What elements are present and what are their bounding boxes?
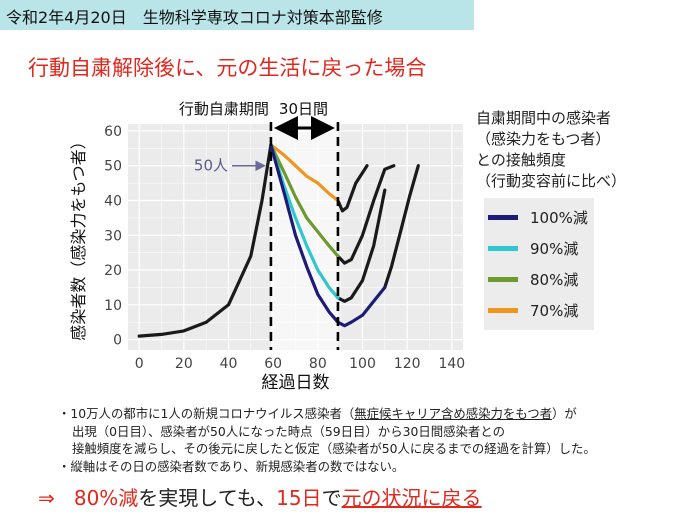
legend-label-100: 100%減 [530,209,588,227]
infection-chart: 0 20 40 60 80 100 120 140 0 10 20 30 40 50 60 経過日数 感染者… [69,100,465,393]
rebound-line [336,188,387,303]
legend-item-80: 80%減 [484,264,594,295]
x-tick-label: 60 [264,356,282,372]
legend-items: 100%減 90%減 80%減 70%減 [484,198,594,330]
conclusion-highlight-days: 15日 [276,486,322,510]
x-tick-label: 0 [135,356,144,372]
rebound-line [336,164,369,213]
y-tick-label: 50 [104,159,122,175]
notes: ・10万人の都市に1人の新規コロナウイルス感染者（無症候キャリア含め感染力をもつ… [58,405,688,475]
legend-item-100: 100%減 [484,202,594,233]
headline: 行動自粛解除後に、元の生活に戻った場合 [28,56,427,80]
peak-annotation: 50人 [194,157,266,175]
conclusion-text: で [321,486,342,510]
legend-label-80: 80%減 [530,271,579,289]
series-line [269,143,340,203]
period-label: 行動自粛期間 [179,100,269,118]
period-annotation: 行動自粛期間 30日間 [179,100,335,140]
x-tick-label: 20 [175,356,193,372]
y-tick-label: 30 [104,228,122,244]
x-tick-label: 100 [349,356,376,372]
y-axis-label: 感染者数（感染力をもつ者） [69,133,88,340]
legend-title-line: （行動変容前に比べ） [476,172,627,190]
legend-title-line: との接触頻度 [476,151,566,169]
y-tick-label: 10 [104,298,122,314]
legend-swatch-90 [488,246,518,251]
rebound-line [336,164,396,265]
legend-swatch-70 [488,308,518,313]
y-tick-label: 20 [104,263,122,279]
legend-title-line: 自粛期間中の感染者 [476,109,612,127]
conclusion: ⇒ 80%減を実現しても、15日で元の状況に戻る [38,482,482,511]
axis-ticks: 0 20 40 60 80 100 120 140 0 10 20 30 40 50 60 [104,124,465,372]
note-underlined-text: 無症候キャリア含め感染力をもつ者 [354,406,553,421]
y-tick-label: 40 [104,193,122,209]
note-line-1: ・10万人の都市に1人の新規コロナウイルス感染者（無症候キャリア含め感染力をもつ… [58,405,688,423]
series-line [269,143,340,300]
note-line-2: 出現（0日目）、感染者が50人になった時点（59日目）から30日間感染者との [72,423,505,439]
note-line-3: 接触頻度を減らし、その後元に戻したと仮定（感染者が50人に戻るまでの経過を計算）… [72,441,596,456]
conclusion-arrow: ⇒ [38,486,55,510]
legend-title-line: （感染力をもつ者） [476,130,611,148]
rebound-line [383,164,420,289]
series-lines [137,143,420,338]
legend-item-90: 90%減 [484,233,594,264]
legend-label-70: 70%減 [530,302,579,320]
x-axis-label: 経過日数 [262,373,330,393]
legend-label-90: 90%減 [530,240,579,258]
legend-swatch-80 [488,277,518,282]
series-line [269,143,340,258]
note-line-4: ・縦軸はその日の感染者数であり、新規感染者の数ではない。 [58,458,405,474]
x-tick-label: 140 [438,356,465,372]
grid-lines [128,124,463,350]
x-tick-label: 80 [309,356,327,372]
growth-phase-line [137,143,273,338]
note-text: ）が [552,406,577,421]
banner-text: 令和2年4月20日 生物科学専攻コロナ対策本部監修 [6,8,383,27]
note-text: ・10万人の都市に1人の新規コロナウイルス感染者（ [58,406,355,421]
conclusion-highlight-result: 元の状況に戻る [341,486,482,510]
conclusion-text: を実現しても、 [138,486,277,510]
legend-swatch-100 [488,215,518,220]
legend-item-70: 70%減 [484,295,594,326]
x-tick-label: 40 [220,356,238,372]
y-tick-label: 0 [113,333,122,349]
period-boundaries [269,122,340,350]
date-banner: 令和2年4月20日 生物科学専攻コロナ対策本部監修 [0,0,474,30]
legend: 自粛期間中の感染者 （感染力をもつ者） との接触頻度 （行動変容前に比べ） 10… [476,108,691,330]
conclusion-highlight-reduction: 80%減 [73,486,139,510]
peak-label: 50人 [194,157,228,175]
x-tick-label: 120 [394,356,421,372]
period-length-label: 30日間 [279,100,328,118]
y-tick-label: 60 [104,124,122,140]
legend-title: 自粛期間中の感染者 （感染力をもつ者） との接触頻度 （行動変容前に比べ） [476,108,691,192]
series-line [269,143,387,328]
